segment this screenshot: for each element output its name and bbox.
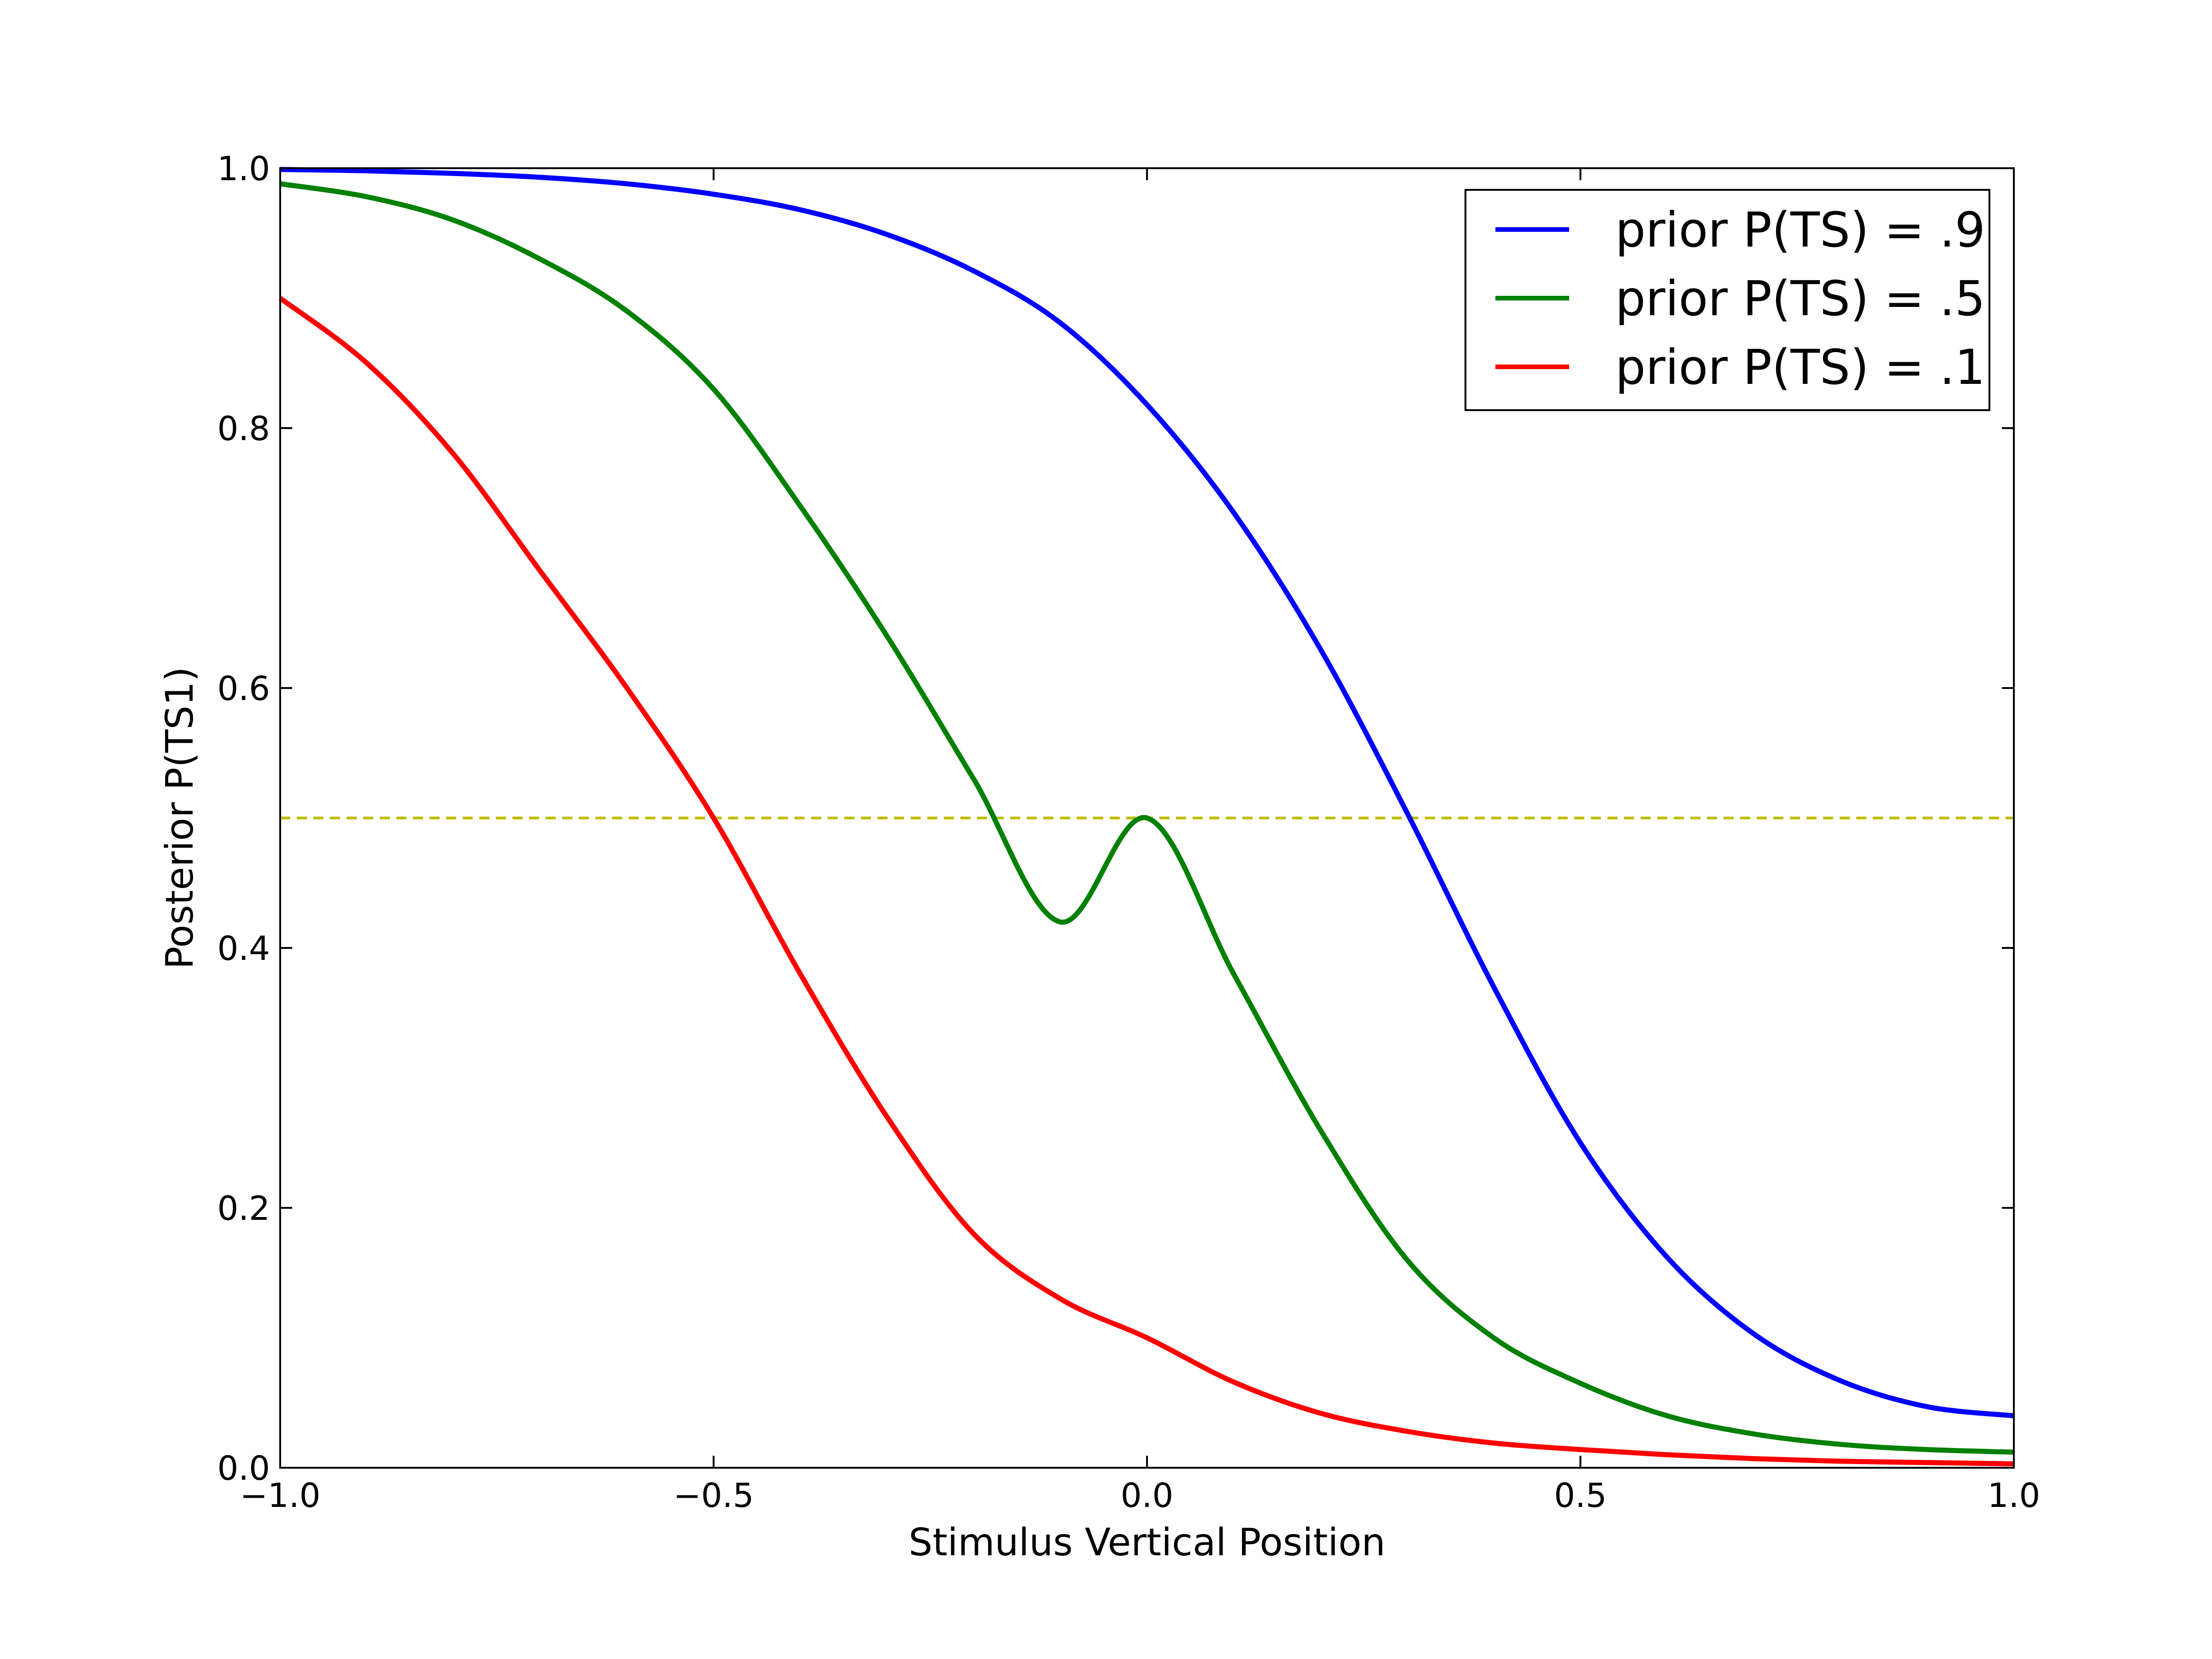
legend-label-prior-09: prior P(TS) = .9 xyxy=(1615,202,1985,258)
series-layer xyxy=(278,167,2014,1466)
x-axis-label: Stimulus Vertical Position xyxy=(909,1521,1386,1565)
y-tick-label: 0.4 xyxy=(217,929,270,968)
y-tick-label: 0.0 xyxy=(217,1449,270,1488)
y-axis-label: Posterior P(TS1) xyxy=(158,667,202,969)
y-tick-label: 0.6 xyxy=(217,669,270,708)
x-tick-label: 1.0 xyxy=(1988,1476,2041,1515)
series-line-prior-01 xyxy=(278,296,2014,1466)
x-tick-label: −0.5 xyxy=(673,1476,754,1515)
x-tick-label: 0.0 xyxy=(1121,1476,1174,1515)
y-tick-label: 0.8 xyxy=(217,409,270,448)
y-tick-label: 1.0 xyxy=(217,149,270,188)
legend-label-prior-01: prior P(TS) = .1 xyxy=(1615,339,1985,395)
series-line-prior-05 xyxy=(280,181,2014,1455)
y-tick-label: 0.2 xyxy=(217,1189,270,1228)
x-tick-label: −1.0 xyxy=(240,1476,321,1515)
x-tick-label: 0.5 xyxy=(1554,1476,1607,1515)
tick-layer: −1.0 −0.5 0.0 0.5 1.0 0.0 0.2 0.4 0.6 0.8 1.0 xyxy=(217,149,2040,1515)
legend: prior P(TS) = .9 prior P(TS) = .5 prior … xyxy=(1465,189,1990,411)
series-line-prior-09 xyxy=(280,167,2014,1418)
legend-label-prior-05: prior P(TS) = .5 xyxy=(1615,271,1985,327)
